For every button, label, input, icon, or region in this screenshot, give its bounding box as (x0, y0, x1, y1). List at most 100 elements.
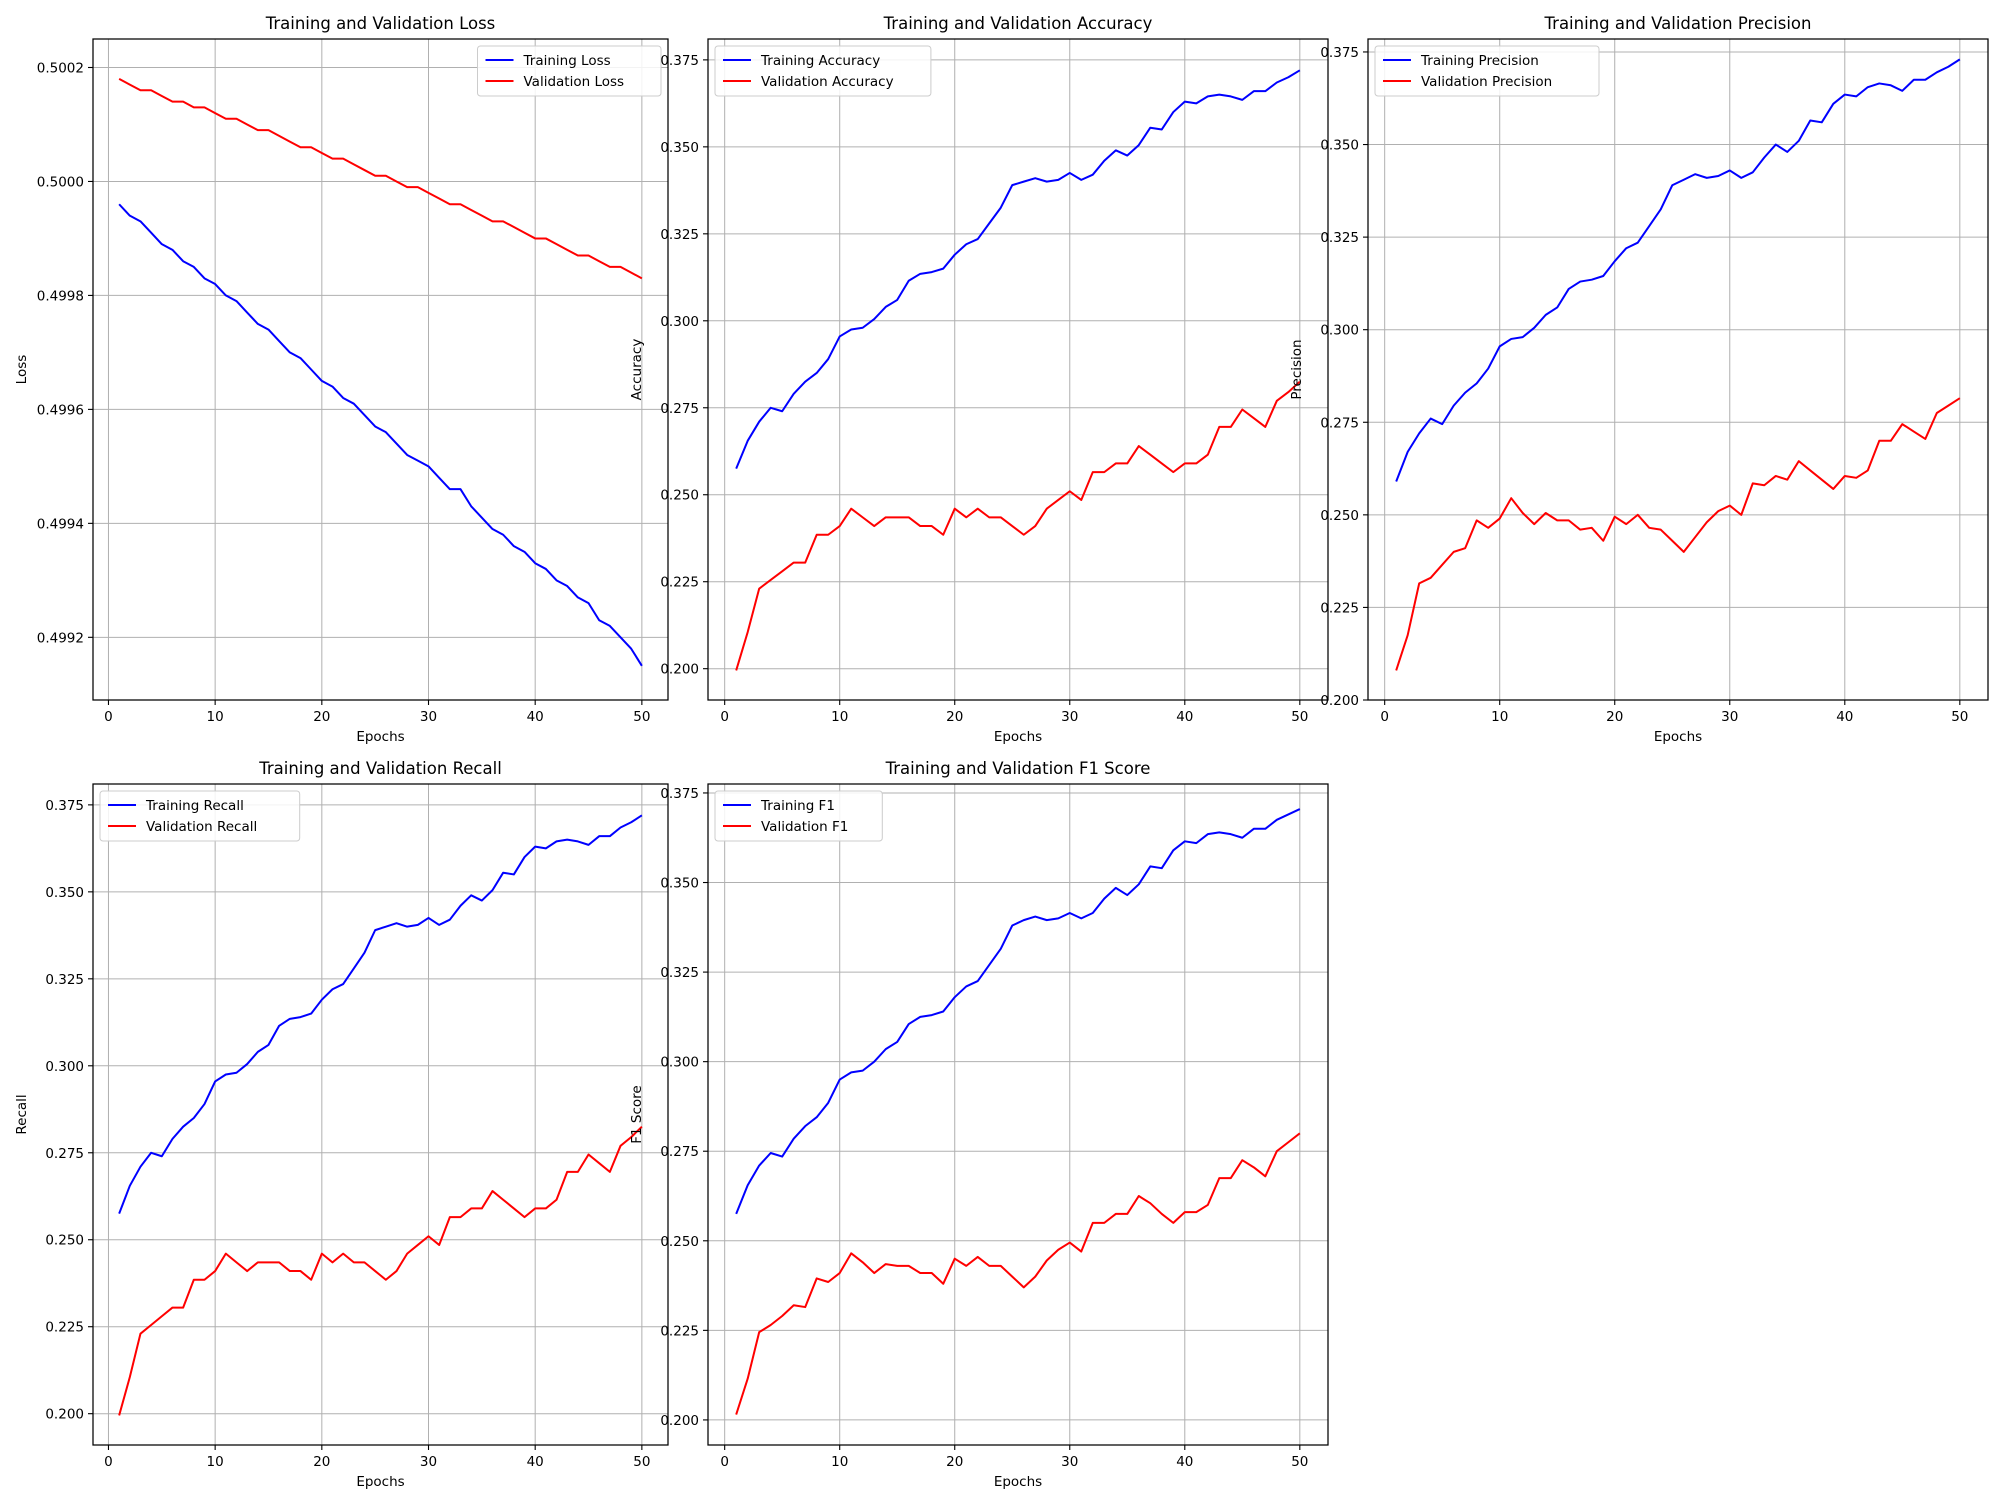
axes-frame (1367, 38, 1989, 701)
axes-frame (707, 783, 1329, 1446)
y-tick-label: 0.350 (660, 876, 699, 892)
y-tick-label: 0.250 (660, 1234, 699, 1250)
legend-label-training-accuracy: Training Accuracy (760, 53, 880, 69)
y-axis-label: Accuracy (629, 339, 645, 401)
legend: Training F1 Validation F1 (714, 790, 883, 842)
x-axis-label: Epochs (994, 729, 1042, 745)
legend-label-validation-accuracy: Validation Accuracy (761, 74, 894, 90)
y-tick-label: 0.200 (45, 1407, 84, 1423)
y-tick-label: 0.275 (660, 401, 699, 417)
x-tick-label: 50 (1291, 1454, 1308, 1470)
y-tick-label: 0.325 (660, 965, 699, 981)
legend-label-training-precision: Training Precision (1420, 53, 1539, 69)
legend: Training Loss Validation Loss (477, 45, 662, 97)
series-line-training-f1 (735, 808, 1301, 1215)
x-tick-label: 10 (207, 1454, 224, 1470)
chart-title: Training and Validation F1 Score (885, 759, 1151, 778)
x-tick-label: 20 (946, 1454, 963, 1470)
x-tick-label: 50 (633, 1454, 650, 1470)
legend: Training Precision Validation Precision (1374, 45, 1600, 97)
y-axis-label: F1 Score (629, 1085, 645, 1143)
x-axis-label: Epochs (356, 729, 404, 745)
x-axis-label: Epochs (994, 1474, 1042, 1490)
y-tick-label: 0.300 (660, 314, 699, 330)
legend-label-validation-recall: Validation Recall (146, 819, 257, 835)
y-tick-label: 0.325 (45, 972, 84, 988)
series-line-training-accuracy (735, 69, 1301, 470)
y-tick-label: 0.225 (660, 1323, 699, 1339)
x-tick-label: 10 (1491, 709, 1508, 725)
x-tick-label: 20 (946, 709, 963, 725)
x-tick-label: 0 (1380, 709, 1389, 725)
x-tick-label: 50 (633, 709, 650, 725)
chart-title: Training and Validation Accuracy (883, 14, 1153, 33)
axes-frame (92, 38, 669, 701)
y-tick-label: 0.325 (1320, 230, 1359, 246)
y-tick-label: 0.4994 (37, 516, 84, 532)
chart-title: Training and Validation Recall (258, 759, 502, 778)
y-tick-label: 0.200 (660, 662, 699, 678)
y-tick-label: 0.4992 (37, 630, 84, 646)
subplot-precision: 0 10 20 30 40 50 0.200 0.225 0.250 0.275 0.300 0.32… (1289, 14, 1989, 745)
x-tick-label: 30 (1061, 709, 1078, 725)
series-line-training-loss (118, 203, 643, 667)
y-axis-label: Loss (14, 355, 30, 385)
x-tick-label: 30 (1061, 1454, 1078, 1470)
x-tick-label: 40 (1836, 709, 1853, 725)
x-tick-label: 30 (1721, 709, 1738, 725)
x-tick-label: 40 (1176, 709, 1193, 725)
subplot-accuracy: 0 10 20 30 40 50 0.200 0.225 0.250 0.275 0.300 0.32… (629, 14, 1329, 745)
legend-label-training-loss: Training Loss (523, 53, 611, 69)
x-axis-label: Epochs (1654, 729, 1702, 745)
y-tick-label: 0.350 (1320, 138, 1359, 154)
y-tick-label: 0.5002 (37, 60, 84, 76)
x-axis-label: Epochs (356, 1474, 404, 1490)
y-tick-label: 0.275 (45, 1146, 84, 1162)
y-tick-label: 0.225 (45, 1320, 84, 1336)
legend-frame (714, 45, 932, 97)
y-tick-label: 0.350 (660, 140, 699, 156)
plot-area (93, 39, 668, 700)
x-tick-label: 0 (104, 709, 113, 725)
legend-frame (477, 45, 662, 97)
y-tick-label: 0.275 (660, 1144, 699, 1160)
x-tick-label: 40 (527, 709, 544, 725)
y-axis-label: Recall (14, 1094, 30, 1134)
x-tick-label: 20 (313, 709, 330, 725)
legend: Training Recall Validation Recall (99, 790, 301, 842)
legend-label-training-f1: Training F1 (760, 798, 835, 814)
subplot-f1-score: 0 10 20 30 40 50 0.200 0.225 0.250 0.275 0.300 0.32… (629, 759, 1329, 1490)
series-line-validation-precision (1395, 397, 1961, 671)
x-tick-label: 0 (720, 709, 729, 725)
plot-area (1368, 39, 1988, 700)
x-tick-label: 0 (720, 1454, 729, 1470)
y-tick-label: 0.325 (660, 227, 699, 243)
series-line-training-recall (118, 814, 643, 1215)
y-tick-label: 0.375 (660, 53, 699, 69)
x-tick-label: 30 (420, 709, 437, 725)
chart-title: Training and Validation Loss (265, 14, 496, 33)
y-tick-label: 0.4998 (37, 288, 84, 304)
plot-area (93, 784, 668, 1445)
x-tick-label: 20 (1606, 709, 1623, 725)
series-line-validation-recall (118, 1125, 643, 1416)
x-tick-label: 40 (1176, 1454, 1193, 1470)
y-tick-label: 0.375 (660, 786, 699, 802)
plot-area (708, 39, 1328, 700)
series-line-validation-accuracy (735, 380, 1301, 671)
plot-area (708, 784, 1328, 1445)
legend-frame (1374, 45, 1600, 97)
y-tick-label: 0.250 (45, 1233, 84, 1249)
axes-frame (707, 38, 1329, 701)
x-tick-label: 40 (527, 1454, 544, 1470)
x-tick-label: 50 (1291, 709, 1308, 725)
x-tick-label: 30 (420, 1454, 437, 1470)
legend: Training Accuracy Validation Accuracy (714, 45, 932, 97)
legend-frame (99, 790, 301, 842)
legend-label-validation-loss: Validation Loss (524, 74, 625, 90)
legend-label-training-recall: Training Recall (145, 798, 244, 814)
subplot-loss: 0 10 20 30 40 50 0.4992 0.4994 0.4996 0.4998 0.500… (14, 14, 669, 745)
series-line-validation-f1 (735, 1132, 1301, 1415)
y-tick-label: 0.375 (1320, 45, 1359, 61)
